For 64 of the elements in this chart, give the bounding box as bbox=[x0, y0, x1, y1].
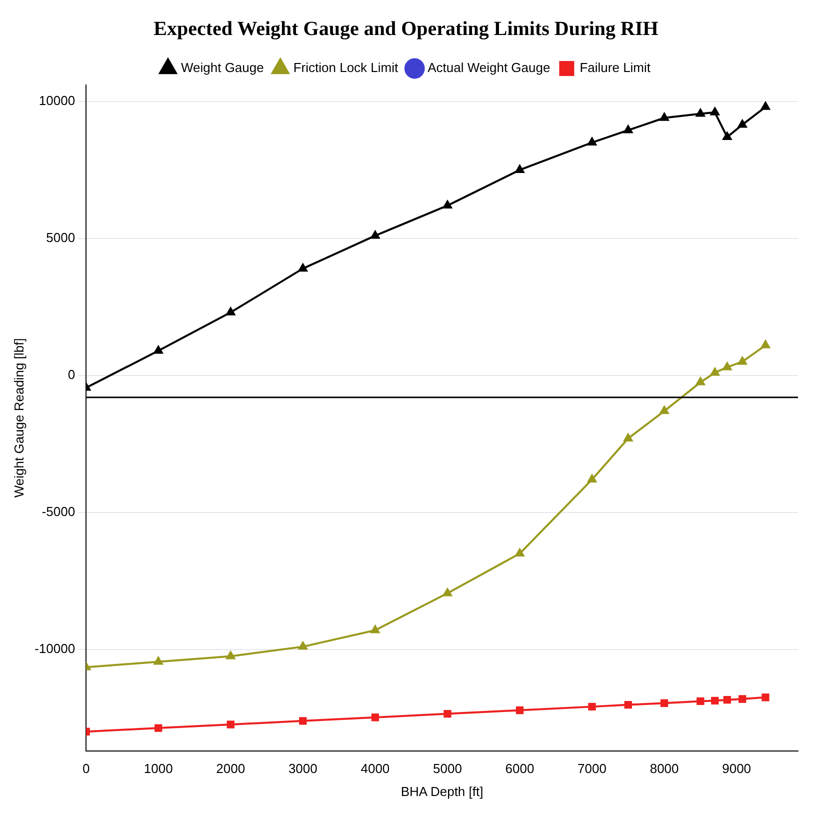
y-tick-label: 10000 bbox=[38, 93, 76, 108]
x-tick-label: 6000 bbox=[505, 761, 534, 776]
x-tick-label: 1000 bbox=[144, 761, 173, 776]
x-tick-label: 7000 bbox=[578, 761, 606, 776]
x-tick-label: 9000 bbox=[722, 761, 752, 776]
x-tick-label: 5000 bbox=[433, 761, 462, 776]
point bbox=[624, 125, 633, 134]
point bbox=[660, 699, 668, 707]
legend-label: Friction Lock Limit bbox=[293, 60, 398, 76]
point bbox=[624, 700, 632, 709]
point bbox=[710, 368, 720, 376]
point bbox=[298, 642, 308, 650]
legend-label: Failure Limit bbox=[580, 60, 651, 76]
point bbox=[738, 695, 746, 703]
x-tick-label: 0 bbox=[82, 761, 90, 776]
point bbox=[588, 138, 596, 146]
point bbox=[588, 702, 596, 711]
point bbox=[444, 710, 452, 718]
point bbox=[624, 433, 633, 442]
point bbox=[761, 102, 770, 110]
chart-title: Expected Weight Gauge and Operating Limits During RIH bbox=[154, 18, 659, 40]
x-tick-label: 8000 bbox=[650, 761, 679, 776]
x-tick-label: 4000 bbox=[360, 761, 390, 776]
point bbox=[154, 724, 162, 732]
x-axis-title: BHA Depth [ft] bbox=[400, 784, 484, 799]
point bbox=[738, 120, 747, 128]
y-tick-label: -5000 bbox=[42, 504, 76, 520]
point bbox=[515, 548, 524, 557]
point bbox=[226, 307, 236, 316]
y-axis-title: Weight Gauge Reading [lbf] bbox=[11, 338, 26, 498]
x-tick-label: 3000 bbox=[288, 761, 318, 776]
point bbox=[299, 717, 307, 725]
legend-label: Actual Weight Gauge bbox=[428, 60, 550, 76]
y-tick-label: 5000 bbox=[46, 230, 76, 246]
point bbox=[154, 656, 163, 665]
point bbox=[370, 230, 380, 239]
point bbox=[226, 651, 236, 660]
point bbox=[722, 132, 732, 140]
point bbox=[711, 696, 719, 704]
point bbox=[370, 625, 380, 634]
point bbox=[660, 406, 669, 414]
point bbox=[298, 264, 308, 272]
point bbox=[154, 346, 163, 354]
y-tick-label: -10000 bbox=[34, 641, 76, 656]
point bbox=[696, 697, 704, 706]
point bbox=[761, 340, 770, 348]
point bbox=[723, 696, 731, 704]
point bbox=[442, 588, 452, 596]
point bbox=[722, 362, 732, 370]
point bbox=[226, 720, 234, 728]
point bbox=[516, 706, 524, 714]
legend-label: Weight Gauge bbox=[180, 60, 264, 76]
point bbox=[371, 714, 380, 722]
point bbox=[515, 164, 524, 173]
point bbox=[738, 356, 747, 365]
x-tick-label: 2000 bbox=[216, 761, 246, 776]
point bbox=[660, 112, 669, 121]
point bbox=[442, 200, 452, 209]
point bbox=[696, 108, 705, 117]
point bbox=[696, 377, 705, 386]
y-tick-label: 0 bbox=[68, 367, 76, 382]
point bbox=[710, 107, 720, 116]
point bbox=[762, 694, 770, 702]
point bbox=[588, 474, 596, 483]
